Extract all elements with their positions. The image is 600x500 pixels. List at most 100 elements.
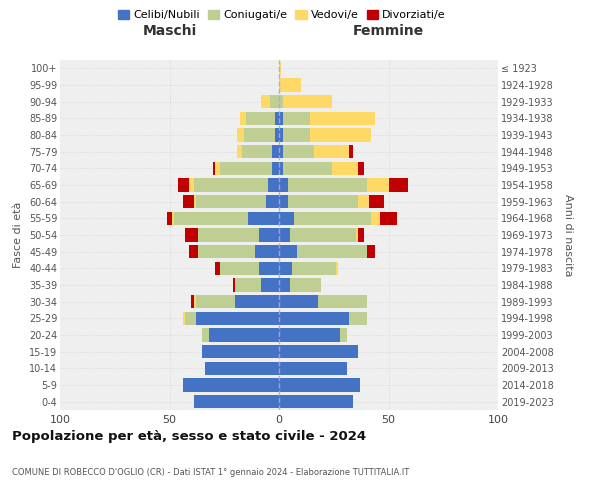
Bar <box>194 178 268 192</box>
Bar <box>283 95 332 108</box>
Text: Maschi: Maschi <box>142 24 197 38</box>
Bar <box>233 278 235 291</box>
Bar <box>268 178 279 192</box>
Bar <box>279 162 283 175</box>
Bar <box>215 262 220 275</box>
Bar <box>279 378 360 392</box>
Bar <box>279 195 288 208</box>
Bar <box>235 295 279 308</box>
Bar <box>279 212 295 225</box>
Bar <box>272 162 279 175</box>
Bar <box>283 162 332 175</box>
Bar <box>279 362 347 375</box>
Bar <box>367 178 389 192</box>
Bar <box>279 345 358 358</box>
Bar <box>220 262 259 275</box>
Bar <box>332 162 358 175</box>
Bar <box>196 295 235 308</box>
Bar <box>248 212 279 225</box>
Bar <box>283 112 310 125</box>
Bar <box>178 178 189 192</box>
Bar <box>319 295 367 308</box>
Bar <box>279 112 283 125</box>
Bar <box>279 178 288 192</box>
Bar <box>279 328 340 342</box>
Bar <box>279 78 301 92</box>
Bar <box>279 95 283 108</box>
Bar <box>174 212 248 225</box>
Bar <box>279 295 319 308</box>
Bar <box>167 212 172 225</box>
Bar <box>262 278 279 291</box>
Bar <box>380 212 397 225</box>
Bar <box>238 145 242 158</box>
Bar <box>259 228 279 241</box>
Bar <box>290 278 320 291</box>
Bar <box>367 245 376 258</box>
Bar <box>205 362 279 375</box>
Bar <box>279 228 290 241</box>
Bar <box>242 145 272 158</box>
Bar <box>358 162 364 175</box>
Bar <box>279 145 283 158</box>
Bar <box>182 312 185 325</box>
Bar <box>288 195 358 208</box>
Bar <box>189 178 194 192</box>
Bar <box>202 328 209 342</box>
Bar <box>288 178 367 192</box>
Bar <box>185 228 198 241</box>
Bar <box>279 278 290 291</box>
Bar <box>310 112 376 125</box>
Bar <box>279 128 283 141</box>
Bar <box>182 195 194 208</box>
Bar <box>349 312 367 325</box>
Bar <box>196 195 266 208</box>
Bar <box>389 178 408 192</box>
Bar <box>198 245 255 258</box>
Text: COMUNE DI ROBECCO D'OGLIO (CR) - Dati ISTAT 1° gennaio 2024 - Elaborazione TUTTI: COMUNE DI ROBECCO D'OGLIO (CR) - Dati IS… <box>12 468 409 477</box>
Bar <box>209 328 279 342</box>
Bar <box>349 145 353 158</box>
Bar <box>336 262 338 275</box>
Bar <box>290 228 356 241</box>
Bar <box>202 345 279 358</box>
Bar <box>220 162 272 175</box>
Bar <box>244 128 275 141</box>
Bar <box>235 278 262 291</box>
Bar <box>296 245 367 258</box>
Bar <box>189 245 198 258</box>
Bar <box>279 312 349 325</box>
Bar <box>270 95 279 108</box>
Bar <box>314 145 349 158</box>
Bar <box>194 395 279 408</box>
Bar <box>356 228 358 241</box>
Bar <box>371 212 380 225</box>
Bar <box>262 95 270 108</box>
Bar <box>295 212 371 225</box>
Bar <box>292 262 336 275</box>
Text: Popolazione per età, sesso e stato civile - 2024: Popolazione per età, sesso e stato civil… <box>12 430 366 443</box>
Bar <box>246 112 275 125</box>
Bar <box>279 62 281 75</box>
Bar <box>255 245 279 258</box>
Bar <box>358 228 364 241</box>
Bar <box>275 112 279 125</box>
Bar <box>358 195 369 208</box>
Bar <box>369 195 384 208</box>
Legend: Celibi/Nubili, Coniugati/e, Vedovi/e, Divorziati/e: Celibi/Nubili, Coniugati/e, Vedovi/e, Di… <box>114 6 450 25</box>
Bar <box>259 262 279 275</box>
Bar <box>182 378 279 392</box>
Bar <box>198 228 259 241</box>
Bar <box>279 245 296 258</box>
Bar <box>272 145 279 158</box>
Bar <box>340 328 347 342</box>
Y-axis label: Anni di nascita: Anni di nascita <box>563 194 573 276</box>
Bar <box>194 195 196 208</box>
Bar <box>194 295 196 308</box>
Bar <box>266 195 279 208</box>
Bar <box>279 262 292 275</box>
Bar <box>279 395 353 408</box>
Bar <box>191 295 194 308</box>
Text: Femmine: Femmine <box>353 24 424 38</box>
Bar <box>238 128 244 141</box>
